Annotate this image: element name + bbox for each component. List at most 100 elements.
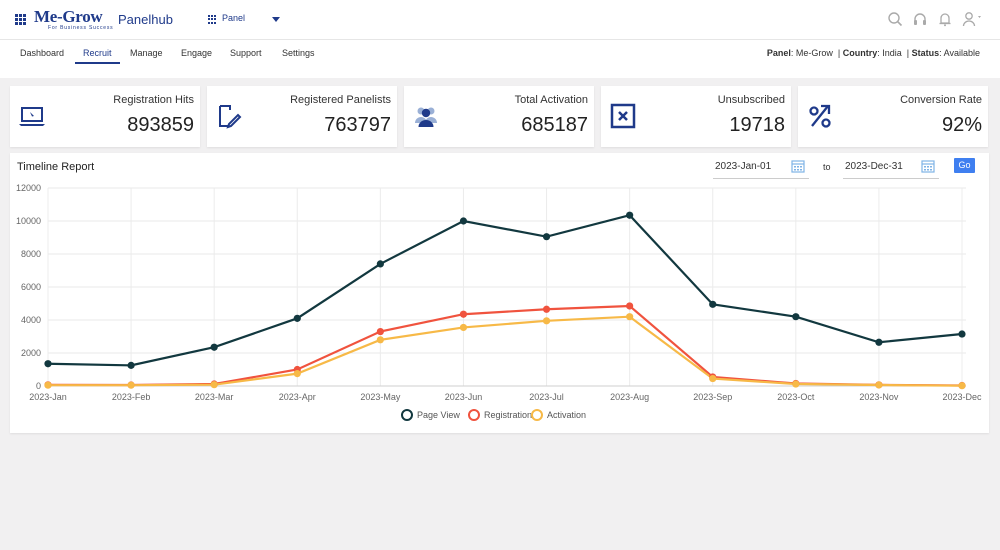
y-tick-label: 2000: [21, 348, 41, 358]
user-icon[interactable]: [962, 11, 986, 27]
go-button[interactable]: Go: [954, 158, 975, 173]
report-title: Timeline Report: [17, 161, 95, 173]
x-tick-label: 2023-Sep: [693, 392, 732, 402]
nav-settings[interactable]: Settings: [282, 48, 315, 58]
laptop-icon: [18, 102, 46, 130]
legend-label: Activation: [547, 410, 586, 420]
card-label: Unsubscribed: [717, 94, 785, 106]
headset-icon[interactable]: [912, 11, 928, 27]
country-value: India: [882, 48, 902, 58]
x-tick-label: 2023-Jan: [29, 392, 67, 402]
card-registered-panelists: Registered Panelists 763797: [207, 86, 397, 147]
data-point: [376, 327, 384, 336]
y-tick-label: 10000: [16, 216, 41, 226]
legend-marker: [468, 409, 480, 421]
data-point: [376, 336, 384, 344]
data-point: [542, 317, 551, 325]
logo[interactable]: Me-Grow For Business Success: [34, 8, 114, 34]
percent-icon: [806, 102, 834, 130]
data-point: [958, 382, 966, 390]
data-point: [792, 313, 800, 321]
data-point: [376, 260, 384, 268]
x-tick-label: 2023-Dec: [942, 392, 982, 402]
data-point: [542, 233, 551, 241]
card-unsubscribed: Unsubscribed 19718: [601, 86, 791, 147]
data-point: [459, 323, 468, 332]
calendar-icon[interactable]: [791, 159, 805, 173]
y-tick-label: 0: [36, 381, 41, 391]
panel-select-label: Panel: [222, 13, 246, 23]
y-tick-label: 12000: [16, 183, 41, 193]
data-point: [293, 314, 301, 322]
data-point: [293, 370, 301, 378]
data-point: [875, 338, 883, 346]
data-point: [875, 381, 883, 389]
data-point: [127, 381, 135, 389]
nav-support[interactable]: Support: [230, 48, 262, 58]
card-registration-hits: Registration Hits 893859: [10, 86, 200, 147]
series-line: [47, 213, 963, 367]
card-label: Total Activation: [514, 94, 588, 106]
from-date-value: 2023-Jan-01: [715, 161, 772, 172]
edit-icon: [215, 102, 243, 130]
card-label: Registration Hits: [113, 94, 194, 106]
y-tick-label: 8000: [21, 249, 41, 259]
card-label: Registered Panelists: [290, 94, 391, 106]
x-tick-label: 2023-Jul: [529, 392, 564, 402]
card-label: Conversion Rate: [900, 94, 982, 106]
card-value: 763797: [324, 114, 391, 136]
data-point: [709, 374, 717, 383]
data-point: [709, 300, 717, 308]
data-point: [44, 360, 52, 368]
bell-icon[interactable]: [937, 11, 953, 27]
data-point: [210, 343, 218, 351]
to-date-value: 2023-Dec-31: [845, 161, 903, 172]
top-bar: Me-Grow For Business Success Panelhub Pa…: [0, 0, 1000, 40]
card-conversion-rate: Conversion Rate 92%: [798, 86, 988, 147]
nav-manage[interactable]: Manage: [130, 48, 163, 58]
card-value: 92%: [941, 114, 982, 136]
data-point: [127, 361, 135, 369]
legend-marker: [401, 409, 413, 421]
panel-grid-icon: [208, 15, 217, 24]
data-point: [459, 217, 468, 225]
search-icon[interactable]: [887, 11, 903, 27]
data-point: [626, 313, 634, 321]
x-tick-label: 2023-Mar: [195, 392, 234, 402]
apps-grid-icon[interactable]: [15, 14, 26, 25]
app-name: Panelhub: [118, 12, 173, 27]
card-value: 19718: [729, 114, 785, 136]
data-point: [210, 381, 218, 389]
users-icon: [412, 102, 440, 130]
nav-dashboard[interactable]: Dashboard: [20, 48, 65, 58]
panel-status-line: Panel: Me-Grow | Country: India | Status…: [766, 48, 980, 58]
legend-label: Registration: [484, 410, 532, 420]
from-date-field[interactable]: 2023-Jan-01: [713, 157, 809, 179]
card-total-activation: Total Activation 685187: [404, 86, 594, 147]
legend-marker: [531, 409, 543, 421]
y-tick-label: 6000: [21, 282, 41, 292]
country-label: Country: [842, 48, 878, 58]
card-value: 893859: [127, 114, 194, 136]
x-tick-label: 2023-Aug: [610, 392, 649, 402]
to-date-field[interactable]: 2023-Dec-31: [843, 157, 939, 179]
data-point: [792, 380, 800, 388]
chevron-down-icon: [272, 17, 280, 22]
panel-select[interactable]: Panel: [205, 10, 285, 30]
legend-label: Page View: [417, 410, 460, 420]
x-tick-label: 2023-Jun: [445, 392, 483, 402]
timeline-report: 0 2000 4000 6000 8000 10000 12000 2023-Jan 2023-…: [10, 153, 989, 433]
nav-engage[interactable]: Engage: [181, 48, 213, 58]
x-tick-label: 2023-Feb: [112, 392, 151, 402]
data-point: [626, 302, 634, 310]
logo-text: Me-Grow: [34, 7, 103, 26]
data-point: [626, 211, 634, 219]
nav-recruit[interactable]: Recruit: [75, 48, 120, 64]
y-tick-label: 4000: [21, 315, 41, 325]
data-point: [44, 381, 52, 389]
x-tick-label: 2023-May: [360, 392, 401, 402]
series-line: [48, 315, 963, 387]
calendar-icon[interactable]: [921, 159, 935, 173]
x-tick-label: 2023-Oct: [777, 392, 815, 402]
card-value: 685187: [521, 114, 588, 136]
